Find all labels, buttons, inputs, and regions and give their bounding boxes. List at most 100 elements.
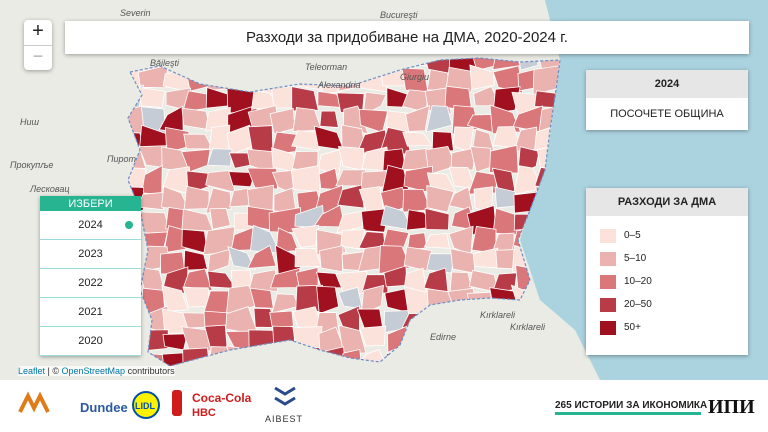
info-prompt: ПОСОЧЕТЕ ОБЩИНА: [610, 108, 724, 120]
municipality[interactable]: [359, 325, 387, 347]
map-label: Alexandria: [317, 80, 361, 90]
link[interactable]: Leaflet: [18, 366, 46, 376]
municipality[interactable]: [246, 167, 278, 190]
sponsor: Coca-Cola: [192, 391, 252, 405]
municipality[interactable]: [228, 171, 256, 188]
municipality[interactable]: [386, 87, 409, 108]
municipality[interactable]: [403, 246, 433, 272]
municipality[interactable]: [319, 245, 344, 273]
municipality[interactable]: [206, 148, 233, 167]
zoom-in[interactable]: +: [32, 20, 44, 42]
year-option[interactable]: 2024: [40, 211, 141, 240]
municipality[interactable]: [248, 269, 279, 292]
municipality[interactable]: [163, 225, 187, 254]
map-label: Лесковац: [29, 184, 69, 194]
municipality[interactable]: [425, 105, 453, 133]
municipality[interactable]: [340, 229, 366, 250]
sponsor: Dundee: [80, 400, 128, 415]
municipality[interactable]: [426, 185, 455, 213]
municipality[interactable]: [406, 232, 428, 251]
map-label: Severin: [120, 8, 151, 18]
municipality[interactable]: [136, 86, 166, 108]
title: Разходи за придобиване на ДМА, 2020-2024…: [65, 21, 749, 54]
legend-swatch: [600, 297, 616, 312]
info-year: 2024: [586, 70, 748, 98]
legend-item: 50+: [586, 316, 748, 339]
municipality[interactable]: [338, 324, 367, 355]
municipality[interactable]: [137, 64, 168, 89]
zoom-out[interactable]: −: [24, 44, 52, 71]
year-option[interactable]: 2021: [40, 298, 141, 327]
municipality[interactable]: [317, 148, 344, 176]
legend-swatch: [600, 228, 616, 243]
municipality[interactable]: [205, 187, 232, 214]
municipality[interactable]: [431, 131, 454, 152]
municipality[interactable]: [274, 244, 302, 276]
selector-title: ИЗБЕРИ: [40, 196, 141, 211]
municipality[interactable]: [161, 285, 189, 312]
selected-dot: [125, 221, 133, 229]
legend-swatch: [600, 320, 616, 335]
municipality[interactable]: [423, 233, 451, 249]
municipality[interactable]: [360, 207, 390, 233]
municipality[interactable]: [380, 204, 414, 231]
legend-label: 0–5: [624, 230, 641, 241]
attribution: Leaflet | © OpenStreetMap contributors: [18, 366, 175, 376]
municipality[interactable]: [291, 86, 319, 112]
year-option[interactable]: 2023: [40, 240, 141, 269]
municipality[interactable]: [316, 285, 340, 315]
municipality[interactable]: [209, 208, 231, 230]
municipality[interactable]: [337, 184, 365, 209]
map-label: Kırklareli: [510, 322, 546, 332]
sponsor: HBC: [192, 407, 216, 419]
legend-item: 20–50: [586, 293, 748, 316]
year-option[interactable]: 2022: [40, 269, 141, 298]
map-label: Kırklareli: [480, 310, 516, 320]
text: contributors: [127, 366, 175, 376]
municipality[interactable]: [360, 284, 384, 316]
map-label: Giurgiu: [400, 72, 429, 82]
year-option[interactable]: 2020: [40, 327, 141, 356]
municipality[interactable]: [271, 86, 296, 109]
map-label: Ниш: [20, 117, 40, 127]
series-label: 265 ИСТОРИИ ЗА ИКОНОМИКА: [555, 400, 707, 411]
municipality[interactable]: [183, 249, 208, 271]
map-label: Пирот: [107, 154, 137, 164]
legend-label: 5–10: [624, 253, 647, 264]
link[interactable]: OpenStreetMap: [61, 366, 126, 376]
municipality[interactable]: [207, 248, 231, 274]
municipality[interactable]: [270, 131, 300, 156]
municipality[interactable]: [362, 91, 387, 116]
municipality[interactable]: [450, 147, 477, 171]
sponsor: LIDL: [135, 401, 155, 411]
map-label: Teleorman: [305, 62, 347, 72]
legend-item: 5–10: [586, 247, 748, 270]
municipality[interactable]: [291, 224, 320, 248]
map-label: Băileşti: [150, 58, 180, 68]
map-label: Bucureşti: [380, 10, 419, 20]
municipality[interactable]: [246, 184, 274, 211]
municipality[interactable]: [448, 186, 474, 212]
map-label: Edirne: [430, 332, 456, 342]
footer: Dundee LIDL Coca-Cola HBC AIBEST 265 ИСТ…: [0, 380, 768, 432]
municipality[interactable]: [290, 165, 321, 193]
municipality[interactable]: [319, 110, 339, 129]
municipality[interactable]: [291, 130, 321, 151]
municipality[interactable]: [227, 245, 256, 271]
legend-item: 10–20: [586, 270, 748, 293]
municipality[interactable]: [424, 207, 450, 231]
year-selector: ИЗБЕРИ 2024 2023 2022 2021 2020: [40, 196, 141, 356]
sponsor: AIBEST: [265, 414, 303, 424]
municipality[interactable]: [469, 64, 495, 90]
legend-label: 20–50: [624, 299, 652, 310]
ipi-logo: ИПИ: [708, 396, 755, 418]
info-panel: 2024 ПОСОЧЕТЕ ОБЩИНА: [586, 70, 748, 130]
municipality[interactable]: [405, 105, 431, 132]
municipality[interactable]: [247, 244, 277, 269]
municipality[interactable]: [445, 66, 476, 93]
map-label: Прокупље: [10, 160, 53, 170]
legend-label: 10–20: [624, 276, 652, 287]
legend-swatch: [600, 274, 616, 289]
municipality[interactable]: [532, 65, 562, 96]
legend-label: 50+: [624, 322, 641, 333]
